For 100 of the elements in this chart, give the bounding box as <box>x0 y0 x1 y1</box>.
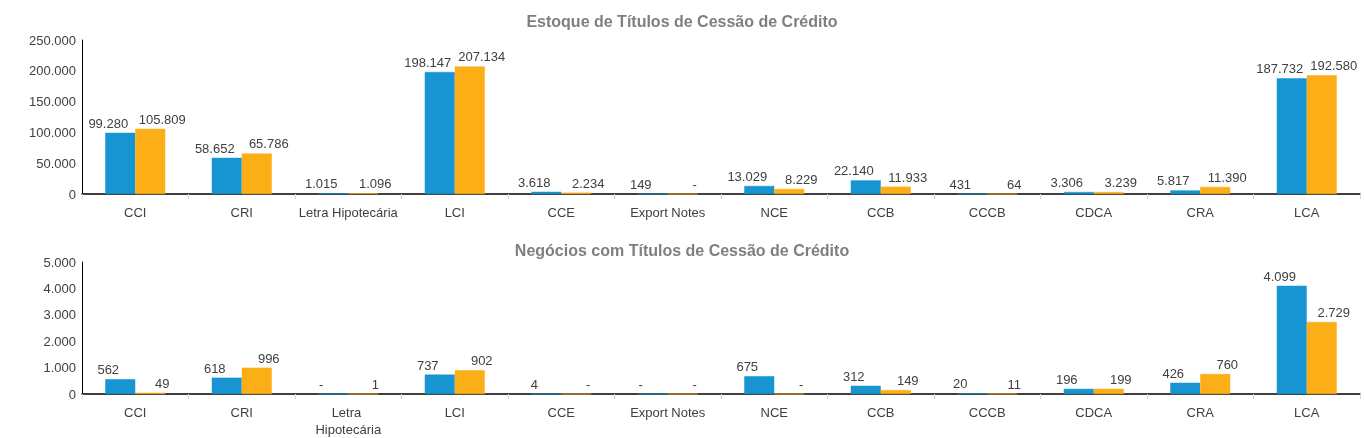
data-label: 3.239 <box>1104 175 1138 190</box>
x-tick-label: LCI <box>444 405 465 420</box>
y-tick-label: 50.000 <box>36 155 76 171</box>
data-label: - <box>638 376 643 392</box>
data-label: 196 <box>1055 371 1078 387</box>
bar <box>880 186 911 194</box>
bar <box>850 385 881 394</box>
bar <box>1200 186 1231 194</box>
bar <box>1093 388 1124 394</box>
bar <box>454 66 485 194</box>
chart-title: Estoque de Títulos de Cessão de Crédito <box>526 12 838 30</box>
data-label: 20 <box>953 376 968 392</box>
x-tick-label: CDCA <box>1075 205 1113 220</box>
x-tick-label: CCI <box>124 205 147 220</box>
x-tick-label: LCA <box>1294 405 1320 420</box>
data-label: 64 <box>1007 176 1022 192</box>
x-tick-label: CCE <box>547 405 576 420</box>
x-tick-label: Letra Hipotecária <box>315 405 382 437</box>
x-tick-label: CCE <box>547 205 576 220</box>
data-label: 149 <box>896 373 919 389</box>
data-label: 199 <box>1109 371 1132 387</box>
data-label: 65.786 <box>248 136 289 152</box>
data-label: 1 <box>371 376 379 392</box>
data-label: 187.732 <box>1256 61 1304 77</box>
data-label: 105.809 <box>138 111 186 127</box>
data-label: 618 <box>203 360 226 376</box>
data-label: 11.390 <box>1207 169 1247 185</box>
data-label: 192.580 <box>1310 58 1358 74</box>
data-label: 198.147 <box>404 54 452 70</box>
data-label: 11 <box>1007 376 1021 392</box>
bar <box>744 185 775 194</box>
data-label: 99.280 <box>88 115 129 131</box>
x-tick-label: CCCB <box>968 405 1006 420</box>
x-tick-label: CCCB <box>968 205 1006 220</box>
bar <box>880 390 911 394</box>
data-label: 426 <box>1162 365 1185 381</box>
data-label: 2.234 <box>571 175 605 191</box>
data-label: 207.134 <box>458 49 506 65</box>
x-tick-label: Letra Hipotecária <box>298 205 399 220</box>
data-label: 760 <box>1216 356 1239 372</box>
data-label: - <box>692 176 697 192</box>
data-label: 11.933 <box>888 169 928 185</box>
data-label: 1.096 <box>358 176 392 192</box>
bar <box>1200 373 1231 394</box>
data-label: 49 <box>155 375 170 391</box>
data-label: 4.099 <box>1263 268 1297 284</box>
bar <box>1306 75 1337 194</box>
bar <box>424 71 455 194</box>
bar <box>1170 190 1201 194</box>
y-tick-label: 1.000 <box>43 360 76 376</box>
bar <box>211 157 242 194</box>
y-tick-label: 150.000 <box>29 94 76 110</box>
data-label: 4 <box>530 376 538 392</box>
bar <box>135 128 166 194</box>
data-label: 902 <box>470 353 493 369</box>
bar <box>105 132 136 194</box>
x-tick-label: LCA <box>1294 205 1320 220</box>
y-tick-label: 2.000 <box>43 333 76 349</box>
bar <box>211 377 242 394</box>
bar <box>424 374 455 394</box>
x-tick-label: CCB <box>867 205 895 220</box>
data-label: 737 <box>416 357 439 373</box>
y-tick-label: 3.000 <box>43 307 76 323</box>
x-tick-label: CRI <box>230 405 253 420</box>
x-tick-label: NCE <box>760 405 789 420</box>
y-tick-label: 250.000 <box>29 32 76 48</box>
bar <box>241 367 272 394</box>
y-tick-label: 200.000 <box>29 63 76 79</box>
bar <box>454 370 485 394</box>
data-label: 58.652 <box>194 140 235 156</box>
data-label: - <box>586 376 591 392</box>
bar <box>850 180 881 194</box>
data-label: 13.029 <box>727 168 768 184</box>
x-tick-label: NCE <box>760 205 789 220</box>
bar <box>1063 388 1094 394</box>
data-label: 562 <box>97 362 120 378</box>
data-label: 3.618 <box>517 174 551 190</box>
x-tick-label: CRI <box>230 205 253 220</box>
x-tick-label: CCI <box>124 405 147 420</box>
data-label: 22.140 <box>833 163 874 179</box>
data-label: - <box>799 376 804 392</box>
y-tick-label: 100.000 <box>29 124 76 140</box>
bar <box>774 188 805 194</box>
data-label: - <box>692 376 697 392</box>
chart-title: Negócios com Títulos de Cessão de Crédito <box>514 241 850 259</box>
bar <box>1276 285 1307 394</box>
data-label: 5.817 <box>1156 173 1190 189</box>
data-label: 675 <box>736 359 759 375</box>
y-tick-label: 0 <box>68 386 76 402</box>
bar <box>1276 78 1307 194</box>
data-label: - <box>319 376 324 392</box>
data-label: 3.306 <box>1050 174 1084 190</box>
x-tick-label: Export Notes <box>630 205 706 220</box>
x-tick-label: CCB <box>867 405 895 420</box>
bar <box>105 379 136 394</box>
bar <box>1306 321 1337 394</box>
x-tick-label: CDCA <box>1075 405 1113 420</box>
y-tick-label: 5.000 <box>43 254 76 270</box>
data-label: 1.015 <box>304 176 338 192</box>
bar <box>241 153 272 194</box>
